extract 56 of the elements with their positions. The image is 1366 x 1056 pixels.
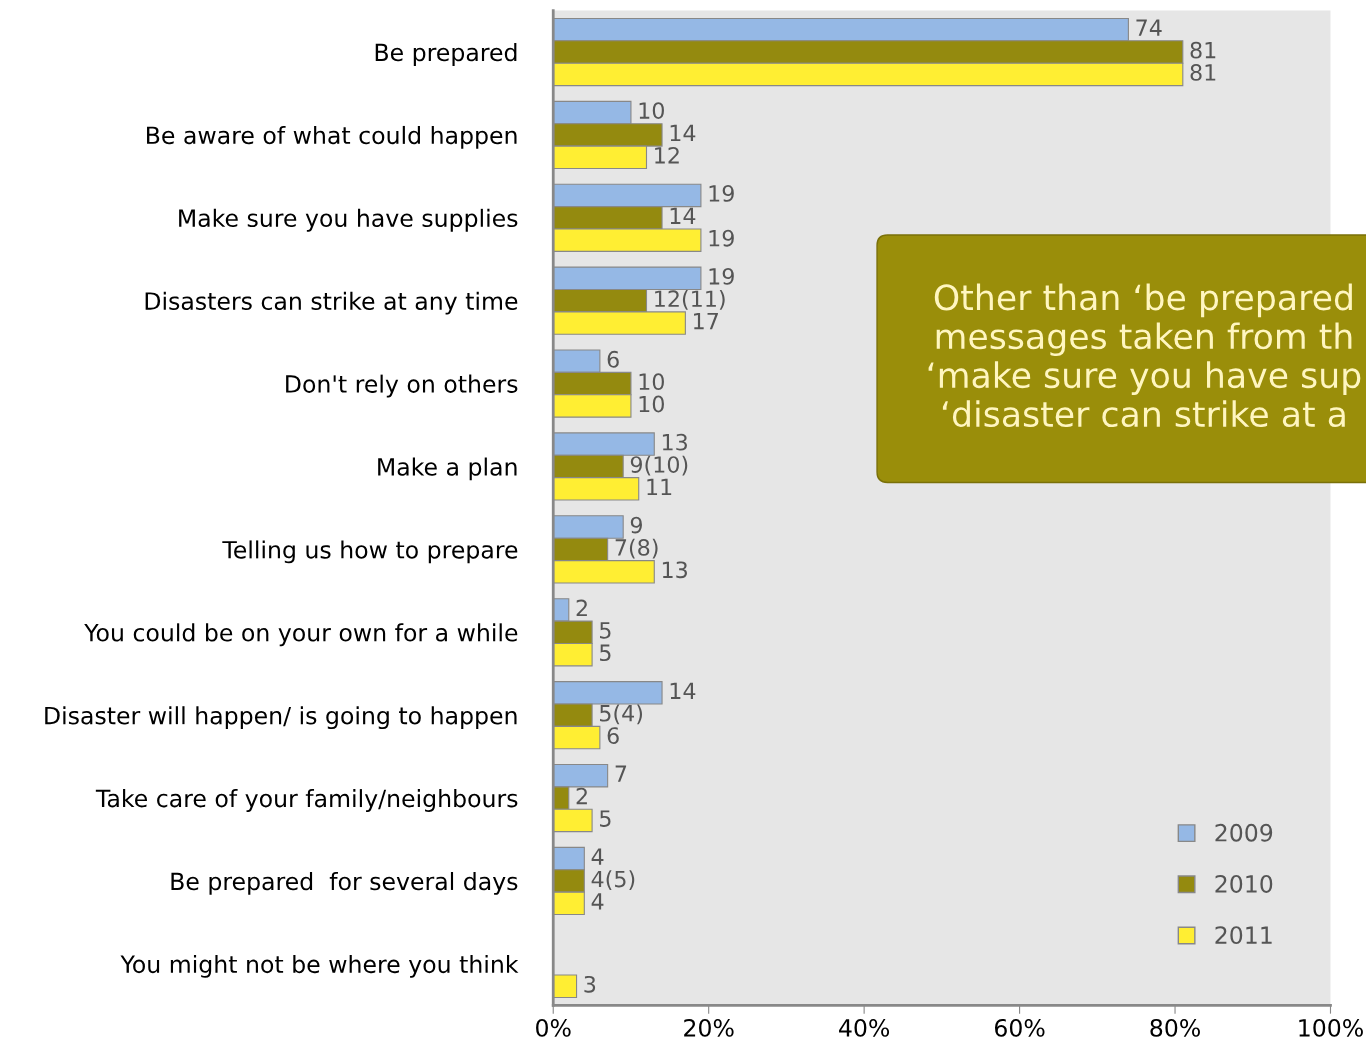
data-label: 14 <box>670 124 696 142</box>
y-tick-label: Make a plan <box>378 457 517 481</box>
x-tick-label: 60% <box>994 1018 1045 1037</box>
data-label: 4 <box>591 848 604 865</box>
legend-label: 2011 <box>1215 926 1272 945</box>
data-label: 5(4) <box>600 704 643 725</box>
y-tick-label: Be prepared <box>375 43 517 66</box>
data-label: 7(8) <box>615 538 658 559</box>
data-label: 19 <box>709 229 734 247</box>
y-tick-label: Make sure you have supplies <box>179 208 518 232</box>
y-tick-label: Take care of your family/neighbours <box>95 789 518 812</box>
data-label: 6 <box>607 727 619 745</box>
data-label: 19 <box>709 267 734 285</box>
data-label: 10 <box>639 395 664 413</box>
y-tick-label: Be prepared for several days <box>171 872 518 895</box>
legend-label: 2009 <box>1215 823 1273 842</box>
data-label: 12(11) <box>655 289 725 310</box>
data-label: 5 <box>600 644 611 662</box>
data-label: 74 <box>1136 19 1162 36</box>
data-label: 12 <box>655 146 679 164</box>
annotation: Other than ‘be prepared messages taken from th ‘make sure you have sup ‘disaster can strike at a <box>928 283 1361 428</box>
x-tick-label: 100% <box>1299 1018 1363 1037</box>
data-label: 13 <box>662 561 687 579</box>
data-label: 5 <box>600 622 611 639</box>
data-label: 4(5) <box>591 870 635 891</box>
x-tick-label: 80% <box>1150 1018 1200 1037</box>
data-label: 11 <box>647 478 672 495</box>
data-label: 13 <box>662 433 687 451</box>
y-tick-label: You could be on your own for a while <box>84 623 518 647</box>
data-label: 9 <box>630 516 642 534</box>
data-label: 19 <box>709 185 734 202</box>
x-tick-label: 20% <box>684 1018 734 1037</box>
data-label: 10 <box>639 373 664 391</box>
x-tick-label: 0% <box>536 1018 571 1037</box>
data-label: 7 <box>615 765 627 782</box>
y-tick-label: Be aware of what could happen <box>147 125 517 149</box>
data-label: 4 <box>591 893 604 910</box>
data-label: 3 <box>584 975 596 993</box>
data-label: 14 <box>670 207 696 224</box>
data-label: 5 <box>600 810 611 827</box>
data-label: 14 <box>670 682 696 699</box>
data-label: 17 <box>694 313 718 330</box>
y-tick-label: Don't rely on others <box>286 374 518 398</box>
data-label: 81 <box>1190 41 1216 59</box>
data-label: 81 <box>1190 64 1216 81</box>
y-tick-label: Disaster will happen/ is going to happen <box>45 706 517 730</box>
data-label: 2 <box>576 599 587 617</box>
data-label: 6 <box>607 350 619 368</box>
legend-label: 2010 <box>1215 875 1273 893</box>
data-label: 10 <box>639 102 664 119</box>
data-label: 2 <box>576 787 587 805</box>
y-tick-label: You might not be where you think <box>120 954 519 978</box>
y-tick-label: Telling us how to prepare <box>222 540 518 564</box>
x-tick-label: 40% <box>839 1018 890 1037</box>
y-tick-label: Disasters can strike at any time <box>145 291 518 315</box>
data-label: 9(10) <box>630 455 688 476</box>
